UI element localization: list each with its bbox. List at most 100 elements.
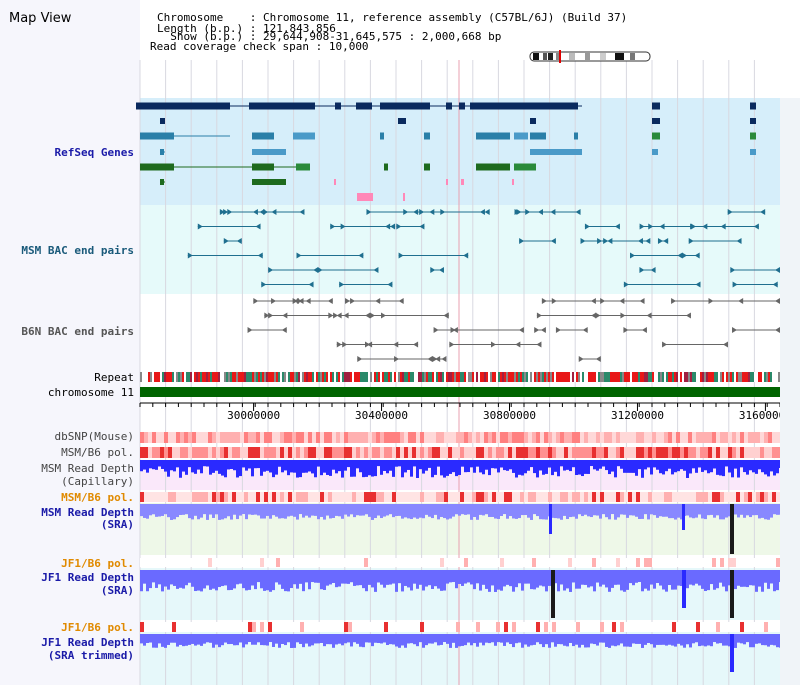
density-cell bbox=[316, 432, 320, 443]
track-label-jf1-read-sra[interactable]: JF1 Read Depth bbox=[41, 571, 134, 584]
density-cell bbox=[232, 492, 236, 502]
track-label-refseq[interactable]: RefSeq Genes bbox=[54, 146, 134, 159]
depth-bar bbox=[602, 504, 605, 515]
repeat-element bbox=[580, 372, 582, 382]
depth-bar bbox=[749, 460, 752, 471]
density-cell bbox=[712, 447, 716, 458]
track-label-msm-read-capillary[interactable]: MSM Read Depth bbox=[41, 462, 134, 475]
depth-bar bbox=[317, 460, 320, 467]
repeat-element bbox=[778, 372, 780, 382]
track-label-b6n-bac[interactable]: B6N BAC end pairs bbox=[21, 325, 134, 338]
depth-bar bbox=[377, 634, 380, 644]
depth-bar bbox=[503, 570, 506, 587]
density-cell bbox=[672, 622, 676, 632]
depth-bar bbox=[431, 634, 434, 644]
depth-bar bbox=[509, 570, 512, 587]
repeat-element bbox=[728, 372, 730, 382]
bac-end-marker bbox=[639, 298, 645, 304]
density-cell bbox=[672, 492, 676, 502]
depth-bar bbox=[398, 460, 401, 467]
density-cell bbox=[292, 622, 296, 632]
depth-bar bbox=[179, 504, 182, 515]
depth-bar bbox=[527, 634, 530, 647]
bac-end-marker bbox=[313, 267, 319, 273]
density-cell bbox=[668, 492, 672, 502]
density-cell bbox=[644, 622, 648, 632]
depth-bar bbox=[500, 504, 503, 517]
density-cell bbox=[368, 432, 372, 443]
depth-bar bbox=[440, 570, 443, 591]
depth-bar bbox=[203, 504, 206, 515]
density-cell bbox=[328, 622, 332, 632]
repeat-element bbox=[654, 372, 656, 382]
density-cell bbox=[276, 492, 280, 502]
repeat-element bbox=[154, 372, 156, 382]
repeat-element bbox=[638, 372, 640, 382]
density-cell bbox=[388, 492, 392, 502]
density-cell bbox=[764, 447, 768, 458]
gene-exon bbox=[160, 149, 164, 155]
density-cell bbox=[192, 558, 196, 567]
repeat-element bbox=[310, 372, 312, 382]
density-cell bbox=[204, 432, 208, 443]
track-label-jf1-b6-pol-2[interactable]: JF1/B6 pol. bbox=[61, 621, 134, 634]
density-cell bbox=[580, 622, 584, 632]
track-label-chromosome[interactable]: chromosome 11 bbox=[47, 386, 134, 399]
depth-bar bbox=[353, 634, 356, 643]
track-label-jf1-read-trimmed[interactable]: JF1 Read Depth bbox=[41, 636, 134, 649]
density-cell bbox=[336, 432, 340, 443]
depth-bar bbox=[170, 570, 173, 585]
density-cell bbox=[336, 622, 340, 632]
track-label-jf1-b6-pol-1[interactable]: JF1/B6 pol. bbox=[61, 557, 134, 570]
depth-bar bbox=[596, 460, 599, 471]
density-cell bbox=[712, 558, 716, 567]
depth-bar bbox=[404, 460, 407, 473]
density-cell bbox=[176, 432, 180, 443]
depth-bar bbox=[515, 504, 518, 519]
depth-bar bbox=[188, 460, 191, 468]
repeat-element bbox=[336, 372, 338, 382]
density-cell bbox=[168, 432, 172, 443]
track-label-dbsnp[interactable]: dbSNP(Mouse) bbox=[54, 430, 134, 443]
depth-bar bbox=[188, 634, 191, 645]
track-label-msm-bac[interactable]: MSM BAC end pairs bbox=[21, 244, 134, 257]
repeat-element bbox=[394, 372, 396, 382]
depth-bar bbox=[737, 504, 740, 518]
density-cell bbox=[156, 558, 160, 567]
gene-exon bbox=[252, 149, 286, 155]
density-cell bbox=[628, 432, 632, 443]
density-cell bbox=[488, 622, 492, 632]
repeat-element bbox=[768, 372, 770, 382]
track-label-msm-read-sra[interactable]: MSM Read Depth bbox=[41, 506, 134, 519]
repeat-element bbox=[448, 372, 450, 382]
depth-bar bbox=[668, 634, 671, 645]
depth-bar bbox=[446, 634, 449, 644]
density-cell bbox=[240, 492, 244, 502]
density-cell bbox=[552, 432, 556, 443]
density-cell bbox=[556, 432, 560, 443]
density-cell bbox=[732, 447, 736, 458]
track-label-repeat[interactable]: Repeat bbox=[94, 371, 134, 384]
repeat-element bbox=[452, 372, 454, 382]
density-cell bbox=[700, 622, 704, 632]
repeat-element bbox=[700, 372, 702, 382]
track-label-msm-b6-pol-1[interactable]: MSM/B6 pol. bbox=[61, 446, 134, 459]
depth-bar bbox=[236, 570, 239, 585]
repeat-element bbox=[170, 372, 172, 382]
depth-bar bbox=[272, 634, 275, 647]
bac-end-marker bbox=[600, 298, 606, 304]
depth-bar bbox=[512, 634, 515, 648]
density-cell bbox=[488, 558, 492, 567]
depth-bar bbox=[314, 460, 317, 478]
density-cell bbox=[440, 492, 444, 502]
depth-bar bbox=[704, 570, 707, 592]
repeat-element bbox=[672, 372, 674, 382]
density-cell bbox=[312, 492, 316, 502]
density-cell bbox=[192, 447, 196, 458]
density-cell bbox=[380, 622, 384, 632]
track-label-msm-b6-pol-2[interactable]: MSM/B6 pol. bbox=[61, 491, 134, 504]
density-cell bbox=[412, 622, 416, 632]
depth-bar bbox=[449, 460, 452, 474]
density-cell bbox=[484, 492, 488, 502]
